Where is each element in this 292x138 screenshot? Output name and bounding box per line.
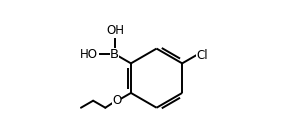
Text: O: O [112, 94, 121, 107]
Text: Cl: Cl [196, 49, 208, 62]
Text: HO: HO [79, 48, 98, 61]
Text: OH: OH [106, 24, 124, 37]
Text: B: B [110, 48, 119, 61]
